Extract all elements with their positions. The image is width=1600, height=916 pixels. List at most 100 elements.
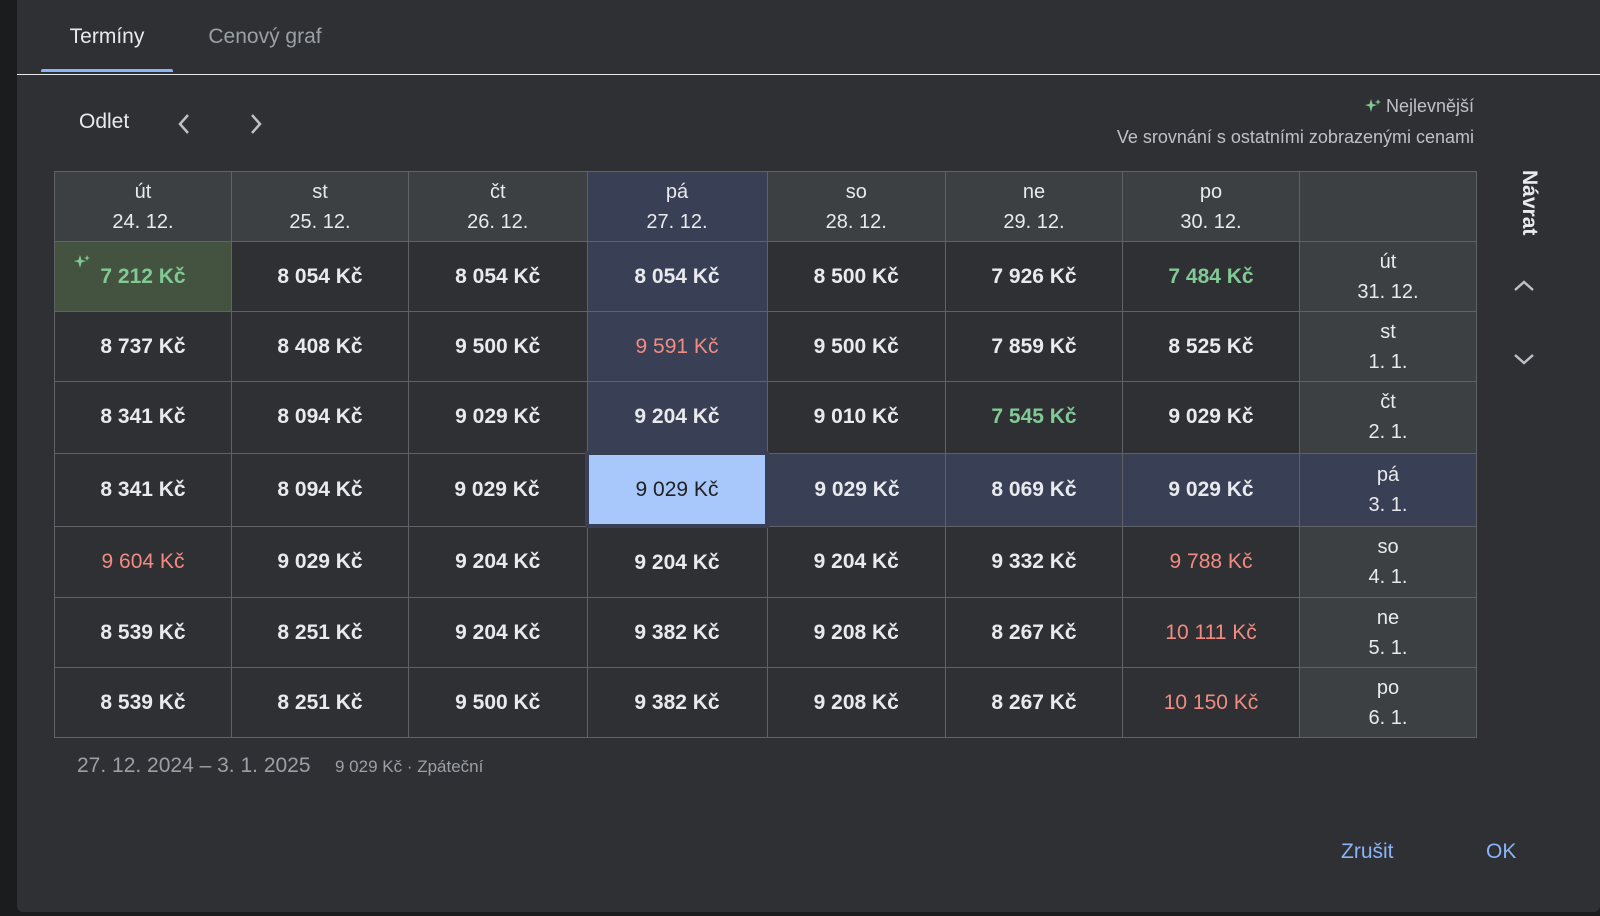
chevron-right-icon <box>251 114 262 134</box>
price-cell[interactable]: 9 029 Kč <box>408 452 588 527</box>
departure-date: 27. 12. <box>646 210 708 233</box>
price-cell[interactable]: 9 382 Kč <box>586 667 768 738</box>
price-cell[interactable]: 9 010 Kč <box>766 381 946 454</box>
price-cell[interactable]: 8 408 Kč <box>231 311 409 382</box>
price-cell[interactable]: 8 539 Kč <box>54 597 232 668</box>
price-cell[interactable]: 9 382 Kč <box>586 597 768 668</box>
price-cell[interactable]: 8 094 Kč <box>231 381 409 454</box>
price-cell[interactable]: 8 341 Kč <box>54 452 232 527</box>
cheapest-legend: Nejlevnější <box>1364 96 1474 117</box>
price-cell[interactable]: 8 251 Kč <box>231 667 409 738</box>
return-date: 6. 1. <box>1368 706 1408 729</box>
price-cell[interactable]: 8 251 Kč <box>231 597 409 668</box>
departure-day-header: čt 26. 12. <box>408 171 588 242</box>
price-text: 9 029 Kč <box>277 549 363 573</box>
price-cell[interactable]: 9 029 Kč <box>231 525 409 598</box>
price-cell[interactable]: 8 094 Kč <box>231 452 409 527</box>
price-cell[interactable]: 9 029 Kč <box>766 452 946 527</box>
price-cell[interactable]: 9 204 Kč <box>408 525 588 598</box>
price-text: 8 341 Kč <box>100 405 186 429</box>
price-cell[interactable]: 8 341 Kč <box>54 381 232 454</box>
return-date: 3. 1. <box>1368 493 1408 516</box>
price-cell[interactable]: 8 737 Kč <box>54 311 232 382</box>
price-text: 8 251 Kč <box>277 620 363 644</box>
price-text: 8 500 Kč <box>813 264 899 288</box>
price-cell[interactable]: 7 484 Kč <box>1122 241 1300 312</box>
price-text: 8 054 Kč <box>634 264 720 288</box>
chevron-up-icon <box>1514 280 1534 291</box>
price-cell[interactable]: 7 545 Kč <box>945 381 1123 454</box>
price-text: 8 054 Kč <box>277 264 363 288</box>
price-cell[interactable]: 10 111 Kč <box>1122 597 1300 668</box>
price-cell[interactable]: 8 069 Kč <box>945 452 1123 527</box>
price-cell[interactable]: 9 591 Kč <box>586 311 768 382</box>
price-text: 8 539 Kč <box>100 620 186 644</box>
grid-row: 8 341 Kč 8 094 Kč 9 029 Kč 9 029 Kč 9 029 Kč… <box>54 451 1477 528</box>
previous-return-button[interactable] <box>1507 269 1541 303</box>
departure-day-header: út 24. 12. <box>54 171 232 242</box>
return-day-header: čt 2. 1. <box>1299 381 1477 454</box>
price-cell[interactable]: 7 859 Kč <box>945 311 1123 382</box>
departure-date: 29. 12. <box>1003 210 1065 233</box>
price-cell[interactable]: 9 029 Kč <box>1122 452 1300 527</box>
price-text: 9 029 Kč <box>454 477 540 501</box>
price-cell[interactable]: 9 604 Kč <box>54 525 232 598</box>
price-cell[interactable]: 8 054 Kč <box>408 241 588 312</box>
selected-date-range: 27. 12. 2024 – 3. 1. 2025 <box>77 754 311 777</box>
price-text: 9 208 Kč <box>813 620 899 644</box>
price-text: 8 737 Kč <box>100 334 186 358</box>
price-cell[interactable]: 9 204 Kč <box>408 597 588 668</box>
departure-date: 26. 12. <box>467 210 529 233</box>
price-cell[interactable]: 9 788 Kč <box>1122 525 1300 598</box>
departure-weekday: po <box>1199 180 1223 203</box>
price-text: 8 094 Kč <box>277 477 363 501</box>
return-date: 5. 1. <box>1368 636 1408 659</box>
price-text: 8 094 Kč <box>277 405 363 429</box>
tab-price-graph[interactable]: Cenový graf <box>208 25 322 48</box>
return-weekday: út <box>1379 250 1397 273</box>
departure-weekday: pá <box>665 180 689 203</box>
price-cell[interactable]: 9 029 Kč <box>408 381 588 454</box>
departure-date: 25. 12. <box>289 210 351 233</box>
previous-departure-button[interactable] <box>167 107 201 141</box>
price-text: 9 204 Kč <box>455 620 541 644</box>
price-cell[interactable]: 8 267 Kč <box>945 597 1123 668</box>
ok-button[interactable]: OK <box>1486 840 1517 863</box>
price-cell[interactable]: 9 204 Kč <box>766 525 946 598</box>
price-cell[interactable]: 9 500 Kč <box>408 667 588 738</box>
price-cell[interactable]: 9 204 Kč <box>586 525 768 598</box>
next-return-button[interactable] <box>1507 342 1541 376</box>
price-cell[interactable]: 9 208 Kč <box>766 667 946 738</box>
price-text: 9 204 Kč <box>813 549 899 573</box>
selected-price-cell[interactable]: 9 029 Kč <box>585 451 769 528</box>
price-cell[interactable]: 10 150 Kč <box>1122 667 1300 738</box>
next-departure-button[interactable] <box>239 107 273 141</box>
price-cell[interactable]: 8 525 Kč <box>1122 311 1300 382</box>
price-cell[interactable]: 9 500 Kč <box>766 311 946 382</box>
cancel-button[interactable]: Zrušit <box>1341 840 1394 863</box>
price-cell[interactable]: 7 926 Kč <box>945 241 1123 312</box>
price-cell[interactable]: 8 267 Kč <box>945 667 1123 738</box>
price-cell[interactable]: 7 212 Kč <box>54 241 232 312</box>
tab-dates[interactable]: Termíny <box>69 25 145 48</box>
departure-day-header: pá 27. 12. <box>586 171 768 242</box>
price-cell[interactable]: 9 204 Kč <box>586 381 768 454</box>
price-cell[interactable]: 8 054 Kč <box>231 241 409 312</box>
price-cell[interactable]: 9 208 Kč <box>766 597 946 668</box>
sparkle-icon <box>1364 98 1381 112</box>
price-cell[interactable]: 9 029 Kč <box>1122 381 1300 454</box>
price-cell[interactable]: 8 054 Kč <box>586 241 768 312</box>
departure-weekday: st <box>312 180 328 203</box>
chevron-left-icon <box>178 114 189 134</box>
departure-day-header: po 30. 12. <box>1122 171 1300 242</box>
price-cell[interactable]: 8 500 Kč <box>766 241 946 312</box>
price-cell[interactable]: 8 539 Kč <box>54 667 232 738</box>
price-text: 9 382 Kč <box>634 690 720 714</box>
return-weekday: pá <box>1376 463 1400 486</box>
price-cell[interactable]: 9 332 Kč <box>945 525 1123 598</box>
price-text: 9 029 Kč <box>635 477 719 501</box>
price-cell[interactable]: 9 500 Kč <box>408 311 588 382</box>
grid-row: 7 212 Kč 8 054 Kč 8 054 Kč 8 054 Kč 8 500 Kč… <box>54 241 1477 312</box>
price-text: 9 604 Kč <box>101 549 185 573</box>
price-text: 9 788 Kč <box>1169 549 1253 573</box>
